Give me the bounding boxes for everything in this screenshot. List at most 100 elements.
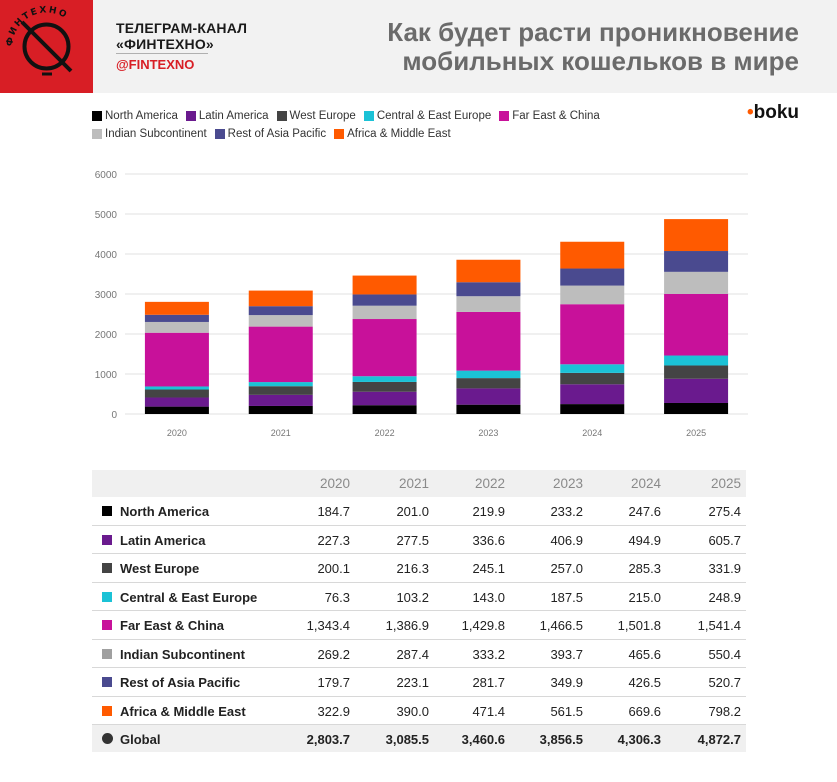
x-tick-label: 2021 [271,428,291,438]
row-color-swatch [102,591,112,602]
bar-segment-north-america-2025 [664,402,729,414]
table-cell: 277.5 [396,532,429,548]
table-cell: 223.1 [396,675,429,690]
channel-handle-link[interactable]: @FINTEXNO [116,57,195,72]
header-divider [116,53,208,54]
legend-item-far-east-and-china: Far East & China [499,110,600,122]
table-cell: 3,856.5 [539,732,583,747]
table-cell: 184.7 [317,504,350,519]
table-cell: 426.5 [628,675,661,690]
table-cell: 200.1 [317,561,350,576]
legend-label: North America [105,110,178,122]
row-label: North America [120,504,210,519]
table-cell: 561.5 [550,703,583,719]
channel-title-line1: ТЕЛЕГРАМ-КАНАЛ [116,20,248,36]
table-cell: 1,343.4 [306,618,350,633]
table-header-year: 2022 [474,476,505,491]
table-cell: 281.7 [472,675,505,690]
x-tick-label: 2025 [686,428,706,438]
bar-segment-rest-of-asia-pacific-2023 [456,282,521,297]
legend-label: West Europe [289,110,356,122]
y-tick-label: 4000 [95,250,118,261]
bar-segment-central-and-east-europe-2022 [352,376,417,382]
bar-segment-latin-america-2025 [664,378,729,403]
legend-item-west-europe: West Europe [276,110,356,122]
bar-segment-africa-and-middle-east-2022 [352,275,417,295]
bar-segment-rest-of-asia-pacific-2021 [248,306,313,316]
bar-segment-central-and-east-europe-2025 [664,355,729,366]
table-row-africa-and-middle-east: Africa & Middle East 322.9 390.0 471.4 561.5… [92,697,746,725]
table-header-year: 2020 [319,476,350,491]
bar-segment-latin-america-2022 [352,391,417,406]
row-color-swatch [102,506,112,516]
stacked-bar-chart: 0 1000 2000 3000 4000 5000 6000 2020 2021 2022 202… [95,170,748,438]
bar-segment-north-america-2022 [352,405,417,414]
table-cell: 103.2 [396,589,429,605]
legend-label: Rest of Asia Pacific [227,128,327,140]
table-row-global: Global 2,803.7 3,085.5 3,460.6 3,856.5 4,306.… [92,725,746,752]
table-cell: 1,429.8 [461,618,505,633]
legend-label: Africa & Middle East [347,128,451,140]
bar-segment-indian-subcontinent-2024 [560,285,625,305]
table-row-rest-of-asia-pacific: Rest of Asia Pacific 179.7 223.1 281.7 349.9… [92,668,746,697]
table-cell: 215.0 [628,589,661,605]
x-tick-label: 2022 [375,428,395,438]
bar-segment-indian-subcontinent-2021 [248,315,313,327]
legend-label: Indian Subcontinent [105,128,207,140]
global-dot-icon [102,733,113,744]
row-color-swatch [102,648,112,659]
table-cell: 798.2 [708,703,741,719]
table-cell: 3,460.6 [461,732,505,747]
y-tick-label: 3000 [95,290,118,301]
table-cell: 336.6 [472,532,505,548]
table-cell: 1,541.4 [697,618,741,633]
bar-segment-north-america-2020 [144,406,209,414]
row-label: Global [120,732,161,747]
row-label: Latin America [120,532,206,548]
table-cell: 520.7 [708,675,741,690]
row-label: Indian Subcontinent [120,646,245,662]
y-tick-label: 6000 [95,170,118,181]
table-cell: 143.0 [472,589,505,605]
bar-segment-far-east-and-china-2022 [352,319,417,377]
row-color-swatch [102,620,112,630]
table-cell: 227.3 [317,532,350,548]
table-cell: 390.0 [396,703,429,719]
row-color-swatch [102,677,112,687]
table-row-latin-america: Latin America 227.3 277.5 336.6 406.9 494.9 60… [92,526,746,554]
table-cell: 669.6 [628,703,661,719]
legend-swatch [499,111,510,121]
bar-segment-africa-and-middle-east-2024 [560,241,625,269]
table-cell: 550.4 [708,646,741,662]
table-cell: 216.3 [396,561,429,576]
bar-segment-latin-america-2023 [456,388,521,405]
table-cell: 465.6 [628,646,661,662]
table-cell: 76.3 [324,589,350,605]
bar-segment-central-and-east-europe-2020 [144,386,209,390]
legend-item-latin-america: Latin America [185,110,269,122]
channel-title-line2: «ФИНТЕХНО» [116,36,214,52]
table-row-indian-subcontinent: Indian Subcontinent 269.2 287.4 333.2 393.7 4… [92,640,746,668]
table-cell: 247.6 [628,504,661,519]
table-cell: 3,085.5 [385,732,429,747]
table-cell: 333.2 [472,646,505,662]
table-cell: 285.3 [628,561,661,576]
legend-item-central-and-east-europe: Central & East Europe [363,110,491,122]
table-row-central-and-east-europe: Central & East Europe 76.3 103.2 143.0 187.5… [92,583,746,611]
legend-swatch [276,111,287,121]
legend-item-north-america: North America [92,110,178,122]
bar-segment-africa-and-middle-east-2021 [248,290,313,307]
table-cell: 322.9 [317,703,350,719]
row-color-swatch [102,563,112,573]
bar-segment-africa-and-middle-east-2023 [456,259,521,283]
bar-segment-rest-of-asia-pacific-2022 [352,294,417,306]
bar-segment-far-east-and-china-2020 [144,332,209,387]
legend-swatch [334,129,345,139]
table-cell: 605.7 [708,532,741,548]
legend-label: Far East & China [512,110,600,122]
boku-logo: •boku [747,102,799,124]
table-row-far-east-and-china: Far East & China 1,343.4 1,386.9 1,429.8 1,4… [92,611,746,640]
row-color-swatch [102,534,112,545]
table-cell: 406.9 [550,532,583,548]
bar-segment-west-europe-2021 [248,386,313,395]
